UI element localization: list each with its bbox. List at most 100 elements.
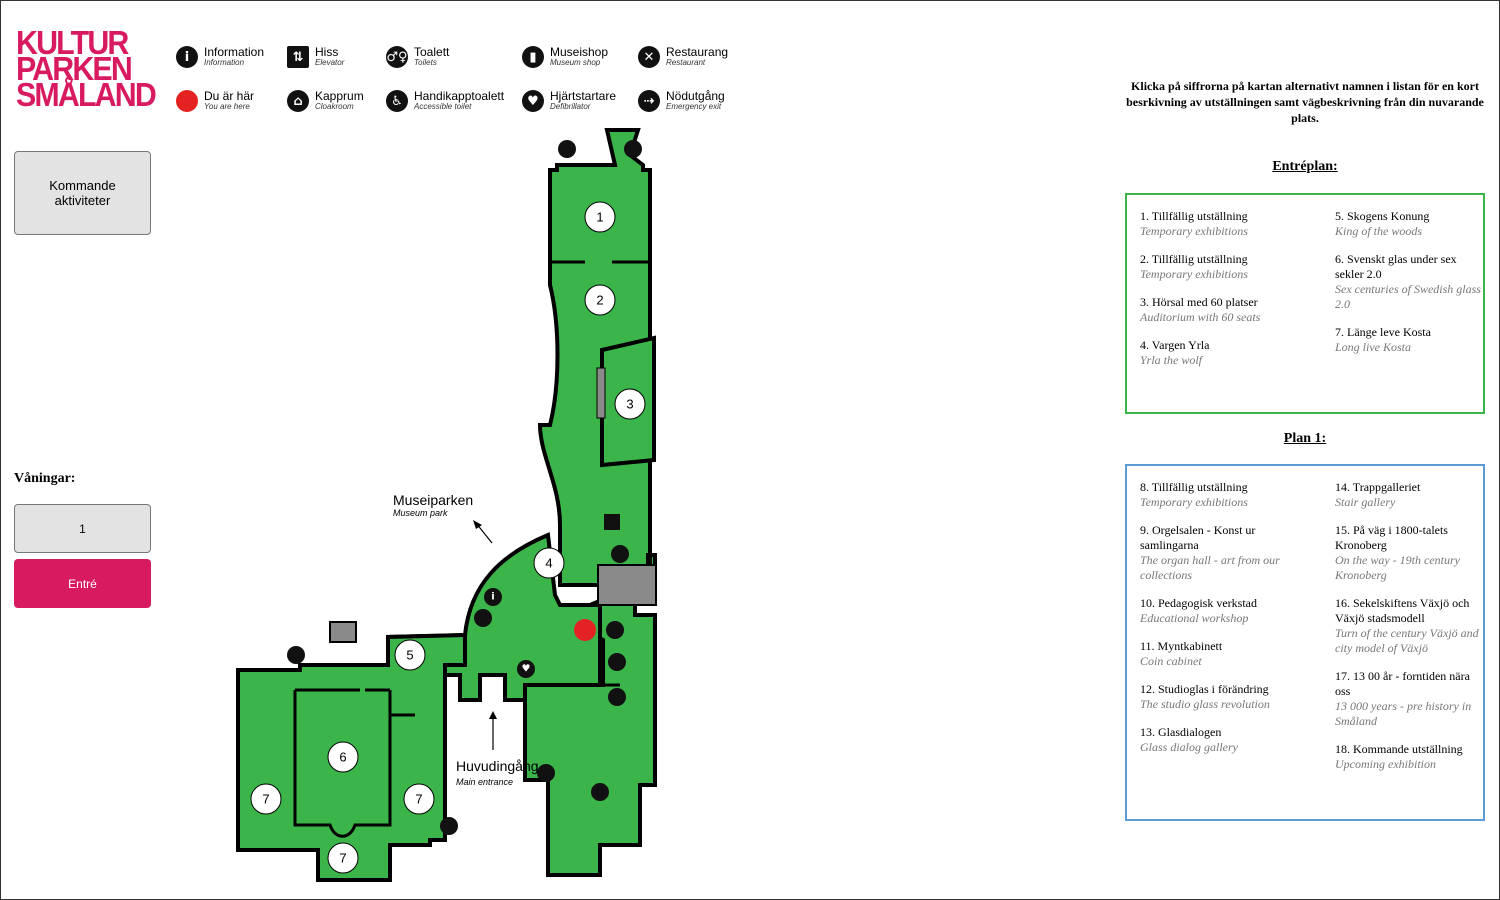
- restaurant-icon[interactable]: [591, 783, 609, 801]
- room-number-text[interactable]: 7: [415, 792, 422, 807]
- legend-label: Hjärtstartare: [550, 89, 617, 103]
- room-number-circle[interactable]: [327, 842, 359, 874]
- room-marker-6[interactable]: 6: [327, 741, 359, 773]
- museum-shop-icon[interactable]: [474, 609, 492, 627]
- exhibition-name[interactable]: 5. Skogens Konung: [1335, 209, 1430, 223]
- exhibition-entry[interactable]: 16. Sekelskiftens Växjö och Växjö stadsm…: [1335, 596, 1485, 656]
- exhibition-name[interactable]: 14. Trappgalleriet: [1335, 480, 1421, 494]
- room-number-circle[interactable]: [327, 741, 359, 773]
- legend-text: Nödutgång Emergency exit: [666, 90, 725, 112]
- exhibition-name[interactable]: 4. Vargen Yrla: [1140, 338, 1210, 352]
- room-number-text[interactable]: 2: [596, 293, 603, 308]
- kulturparken-logo[interactable]: KULTUR PARKEN SMÅLAND: [16, 26, 157, 111]
- exhibition-entry[interactable]: 3. Hörsal med 60 platser Auditorium with …: [1140, 295, 1290, 325]
- room-number-circle[interactable]: [250, 783, 282, 815]
- room-number-circle[interactable]: [584, 201, 616, 233]
- exhibition-entry[interactable]: 10. Pedagogisk verkstad Educational works…: [1140, 596, 1290, 626]
- exhibition-entry[interactable]: 13. Glasdialogen Glass dialog gallery: [1140, 725, 1290, 755]
- room-number-circle[interactable]: [403, 783, 435, 815]
- room-number-text[interactable]: 3: [626, 397, 633, 412]
- emergency-exit-icon[interactable]: [611, 545, 629, 563]
- museum-park-label[interactable]: Museiparken: [393, 492, 473, 508]
- room-number-text[interactable]: 7: [262, 792, 269, 807]
- legend-item: i Information Information: [176, 46, 264, 68]
- room-number-text[interactable]: 4: [545, 556, 552, 571]
- upcoming-activities-button[interactable]: Kommande aktiviteter: [14, 151, 151, 235]
- room-number-text[interactable]: 5: [406, 648, 413, 663]
- defibrillator-icon[interactable]: [517, 660, 535, 678]
- exhibition-name[interactable]: 12. Studioglas i förändring: [1140, 682, 1269, 696]
- exhibition-entry[interactable]: 5. Skogens Konung King of the woods: [1335, 209, 1485, 239]
- legend-label: Information: [204, 45, 265, 59]
- exhibition-name[interactable]: 11. Myntkabinett: [1140, 639, 1223, 653]
- room-marker-3[interactable]: 3: [614, 388, 646, 420]
- room-number-text[interactable]: 1: [596, 210, 603, 225]
- exhibition-name[interactable]: 10. Pedagogisk verkstad: [1140, 596, 1257, 610]
- exhibition-entry[interactable]: 6. Svenskt glas under sex sekler 2.0 Sex …: [1335, 252, 1485, 312]
- exhibition-entry[interactable]: 8. Tillfällig utställning Temporary exhib…: [1140, 480, 1290, 510]
- exhibition-name[interactable]: 2. Tillfällig utställning: [1140, 252, 1248, 266]
- exhibition-entry[interactable]: 7. Länge leve Kosta Long live Kosta: [1335, 325, 1485, 355]
- legend-text: Toalett Toilets: [414, 46, 449, 68]
- exhibition-entry[interactable]: 2. Tillfällig utställning Temporary exhib…: [1140, 252, 1290, 282]
- exhibition-entry[interactable]: 15. På väg i 1800-talets Kronoberg On the…: [1335, 523, 1485, 583]
- exhibition-entry[interactable]: 12. Studioglas i förändring The studio gl…: [1140, 682, 1290, 712]
- exhibition-entry[interactable]: 9. Orgelsalen - Konst ur samlingarna The …: [1140, 523, 1290, 583]
- exhibition-name[interactable]: 15. På väg i 1800-talets Kronoberg: [1335, 523, 1448, 552]
- exhibition-entry[interactable]: 17. 13 00 år - forntiden nära oss 13 000 …: [1335, 669, 1485, 729]
- emergency-exit-icon[interactable]: [624, 140, 642, 158]
- exhibition-name[interactable]: 18. Kommande utställning: [1335, 742, 1463, 756]
- room-number-text[interactable]: 6: [339, 750, 346, 765]
- exhibition-name[interactable]: 3. Hörsal med 60 platser: [1140, 295, 1258, 309]
- entrance-floor-button[interactable]: Entré: [14, 559, 151, 608]
- exhibition-entry[interactable]: 1. Tillfällig utställning Temporary exhib…: [1140, 209, 1290, 239]
- exhibition-name-english: On the way - 19th century Kronoberg: [1335, 553, 1460, 582]
- room-marker-7[interactable]: 7: [327, 842, 359, 874]
- exhibition-name[interactable]: 13. Glasdialogen: [1140, 725, 1222, 739]
- room-marker-7[interactable]: 7: [403, 783, 435, 815]
- floor-1-button[interactable]: 1: [14, 504, 151, 553]
- exhibition-name[interactable]: 8. Tillfällig utställning: [1140, 480, 1248, 494]
- toilet-icon[interactable]: [608, 653, 626, 671]
- exhibition-name[interactable]: 7. Länge leve Kosta: [1335, 325, 1431, 339]
- room-marker-5[interactable]: 5: [394, 639, 426, 671]
- room-number-circle[interactable]: [584, 284, 616, 316]
- exhibition-entry[interactable]: 14. Trappgalleriet Stair gallery: [1335, 480, 1485, 510]
- main-entrance-label[interactable]: Huvudingång: [456, 758, 539, 774]
- legend-sublabel: Cloakroom: [315, 102, 354, 111]
- exhibition-name[interactable]: 6. Svenskt glas under sex sekler 2.0: [1335, 252, 1457, 281]
- you-are-here-icon: [176, 90, 198, 112]
- room-marker-4[interactable]: 4: [533, 547, 565, 579]
- emergency-exit-icon[interactable]: [440, 817, 458, 835]
- emergency-exit-icon[interactable]: [537, 764, 555, 782]
- exhibition-name-english: 13 000 years - pre history in Småland: [1335, 699, 1472, 728]
- information-icon[interactable]: [484, 588, 502, 606]
- exhibition-name-english: Auditorium with 60 seats: [1140, 310, 1261, 324]
- museum-park-sublabel: Museum park: [393, 508, 448, 518]
- room-marker-2[interactable]: 2: [584, 284, 616, 316]
- elevator-icon[interactable]: [604, 514, 620, 530]
- exhibition-name[interactable]: 9. Orgelsalen - Konst ur samlingarna: [1140, 523, 1256, 552]
- room-number-circle[interactable]: [614, 388, 646, 420]
- exhibition-name[interactable]: 17. 13 00 år - forntiden nära oss: [1335, 669, 1470, 698]
- legend-text: Kapprum Cloakroom: [315, 90, 364, 112]
- exhibition-entry[interactable]: 18. Kommande utställning Upcoming exhibit…: [1335, 742, 1485, 772]
- exhibition-name[interactable]: 16. Sekelskiftens Växjö och Växjö stadsm…: [1335, 596, 1470, 625]
- room-marker-7[interactable]: 7: [250, 783, 282, 815]
- exhibition-entry[interactable]: 11. Myntkabinett Coin cabinet: [1140, 639, 1290, 669]
- room-number-circle[interactable]: [533, 547, 565, 579]
- emergency-exit-icon[interactable]: [287, 646, 305, 664]
- exhibition-entry[interactable]: 4. Vargen Yrla Yrla the wolf: [1140, 338, 1290, 368]
- room-number-text[interactable]: 7: [339, 851, 346, 866]
- cloakroom-icon[interactable]: [606, 621, 624, 639]
- floor-1-label: 1: [79, 521, 86, 536]
- accessible-toilet-icon[interactable]: [608, 688, 626, 706]
- room-marker-1[interactable]: 1: [584, 201, 616, 233]
- exhibition-name[interactable]: 1. Tillfällig utställning: [1140, 209, 1248, 223]
- legend-sublabel: Restaurant: [666, 58, 706, 67]
- inner-walls: [293, 260, 650, 838]
- emergency-exit-icon[interactable]: [558, 140, 576, 158]
- legend-sublabel: You are here: [204, 102, 250, 111]
- you-are-here-marker[interactable]: [574, 619, 596, 641]
- room-number-circle[interactable]: [394, 639, 426, 671]
